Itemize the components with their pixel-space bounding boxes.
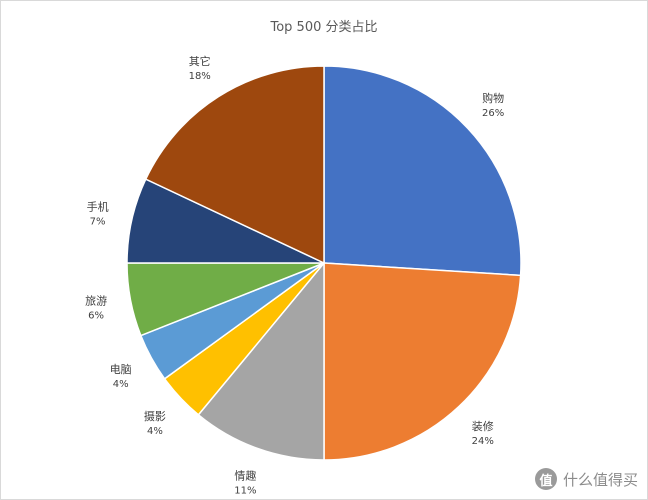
pie-labels: 购物 26% 装修 24% 情趣 11% 摄影 4% 电脑 4% 旅游 6% 手机 7% 其它 18%	[85, 54, 504, 496]
slice-value-3: 4%	[147, 426, 163, 437]
pie-slice-1	[323, 262, 522, 461]
pie-slice-7	[144, 65, 325, 265]
slice-value-7: 18%	[189, 71, 211, 82]
slice-label-5: 旅游	[85, 294, 107, 308]
slice-label-2: 情趣	[234, 468, 256, 482]
pie-slices	[126, 65, 522, 461]
watermark: 值 什么值得买	[534, 468, 638, 490]
slice-value-4: 4%	[113, 379, 129, 390]
slice-label-0: 购物	[482, 91, 504, 105]
smzdm-logo-icon: 值	[534, 468, 557, 490]
slice-label-6: 手机	[87, 199, 109, 213]
pie-slice-0	[323, 65, 522, 277]
slice-label-7: 其它	[189, 54, 211, 68]
slice-value-5: 6%	[88, 311, 104, 322]
slice-value-0: 26%	[482, 108, 504, 119]
pie-slice-2	[197, 260, 325, 461]
slice-value-1: 24%	[472, 436, 494, 447]
watermark-text: 什么值得买	[562, 470, 638, 489]
slice-value-6: 7%	[90, 216, 106, 227]
slice-label-3: 摄影	[144, 409, 166, 423]
slice-label-4: 电脑	[110, 363, 132, 376]
chart-title: Top 500 分类占比	[270, 20, 378, 35]
slice-label-1: 装修	[472, 419, 494, 433]
slice-value-2: 11%	[234, 485, 256, 496]
